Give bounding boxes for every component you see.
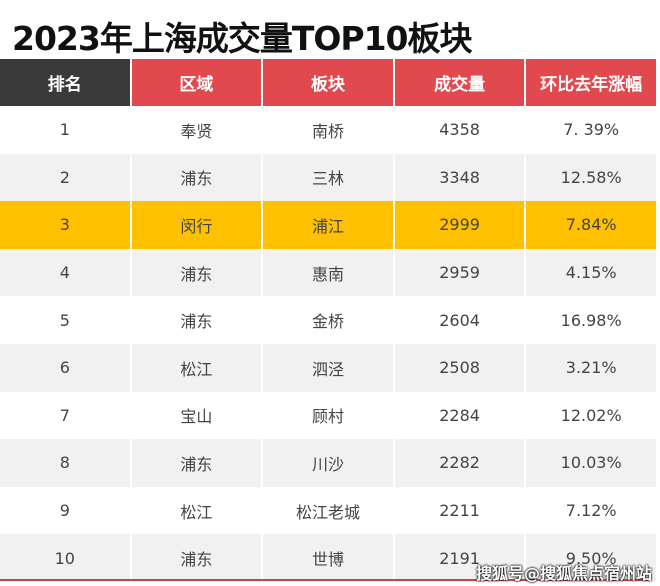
- table-row: 3 闵行 浦江 2999 7.84%: [0, 201, 656, 249]
- table-cell: 4.15%: [526, 248, 656, 297]
- table-cell: 9.50%: [526, 534, 656, 582]
- table-cell: 16.98%: [560, 310, 622, 330]
- table-cell: 闵行: [131, 201, 262, 249]
- column-header: 区域: [131, 59, 262, 106]
- watermark: 搜狐号@搜狐焦点宿州站: [476, 564, 653, 583]
- table-cell: 奉贤: [180, 121, 213, 141]
- table-cell: 9: [59, 501, 70, 521]
- table-row: 9 松江 松江老城 2211 7.12%: [0, 487, 656, 535]
- table-cell: 7.12%: [565, 501, 617, 521]
- table-cell: 松江: [131, 343, 262, 392]
- table-cell: 宝山: [180, 407, 213, 427]
- column-header: 板块: [263, 59, 393, 106]
- table-cell: 浦江: [263, 201, 393, 249]
- page-title: 2023年上海成交量TOP10板块: [12, 19, 473, 58]
- column-header: 成交量: [394, 59, 525, 106]
- table-row: 5 浦东 金桥 2604 16.98%: [0, 296, 656, 344]
- table-row: 2 浦东 三林 3348 12.58%: [0, 153, 656, 202]
- table-cell: 浦东: [131, 153, 262, 202]
- table-cell: 世博: [263, 534, 393, 582]
- table-cell: 2999: [394, 201, 525, 249]
- table-cell: 3348: [394, 153, 525, 202]
- table-header: 排名 区域 板块 成交量 环比去年涨幅: [0, 59, 656, 106]
- table-cell: 10.03%: [526, 439, 656, 487]
- table-row: 8 浦东 川沙 2282 10.03%: [0, 439, 656, 487]
- table-cell: 顾村: [311, 407, 344, 427]
- table-cell: 浦东: [131, 439, 262, 487]
- table-cell: 南桥: [311, 121, 344, 141]
- table-cell: 松江老城: [295, 502, 360, 522]
- table-row: 6 松江 泗泾 2508 3.21%: [0, 343, 656, 392]
- table-row: 7 宝山 顾村 2284 12.02%: [0, 392, 656, 440]
- table-cell: 7: [59, 405, 70, 425]
- table-cell: 4358: [439, 120, 480, 140]
- table-cell: 7.84%: [526, 201, 656, 249]
- table-cell: 泗泾: [263, 343, 393, 392]
- table-cell: 8: [0, 439, 130, 487]
- table-row: 4 浦东 惠南 2959 4.15%: [0, 248, 656, 297]
- table-cell: 1: [59, 120, 70, 140]
- table-cell: 2211: [439, 501, 480, 521]
- table-cell: 三林: [263, 153, 393, 202]
- table-cell: 7. 39%: [563, 120, 620, 140]
- table-cell: 川沙: [263, 439, 393, 487]
- table-cell: 2508: [394, 343, 525, 392]
- table-cell: 浦东: [131, 248, 262, 297]
- table-cell: 5: [59, 310, 70, 330]
- table-cell: 3.21%: [526, 343, 656, 392]
- column-header: 排名: [0, 59, 130, 106]
- table-cell: 2284: [439, 405, 480, 425]
- table-cell: 金桥: [311, 312, 344, 332]
- table-row: 10 浦东 世博 2191 9.50%: [0, 534, 656, 582]
- table-cell: 惠南: [263, 248, 393, 297]
- table-cell: 3: [0, 201, 130, 249]
- table-cell: 松江: [180, 502, 213, 522]
- table-cell: 6: [0, 343, 130, 392]
- table-cell: 2959: [394, 248, 525, 297]
- table-row: 1 奉贤 南桥 4358 7. 39%: [0, 106, 656, 154]
- table-cell: 浦东: [180, 312, 213, 332]
- table-cell: 12.58%: [526, 153, 656, 202]
- table-cell: 4: [0, 248, 130, 297]
- table-cell: 2604: [439, 310, 480, 330]
- column-header: 环比去年涨幅: [526, 59, 656, 106]
- table-cell: 2191: [394, 534, 525, 582]
- table-cell: 10: [0, 534, 130, 582]
- divider: [0, 579, 648, 581]
- table-cell: 2: [0, 153, 130, 202]
- table-cell: 2282: [394, 439, 525, 487]
- ranking-table: 排名 区域 板块 成交量 环比去年涨幅 1 奉贤 南桥 4358 7. 39% 2 浦东 三林 3348…: [0, 59, 658, 582]
- table-cell: 12.02%: [560, 405, 622, 425]
- table-cell: 浦东: [131, 534, 262, 582]
